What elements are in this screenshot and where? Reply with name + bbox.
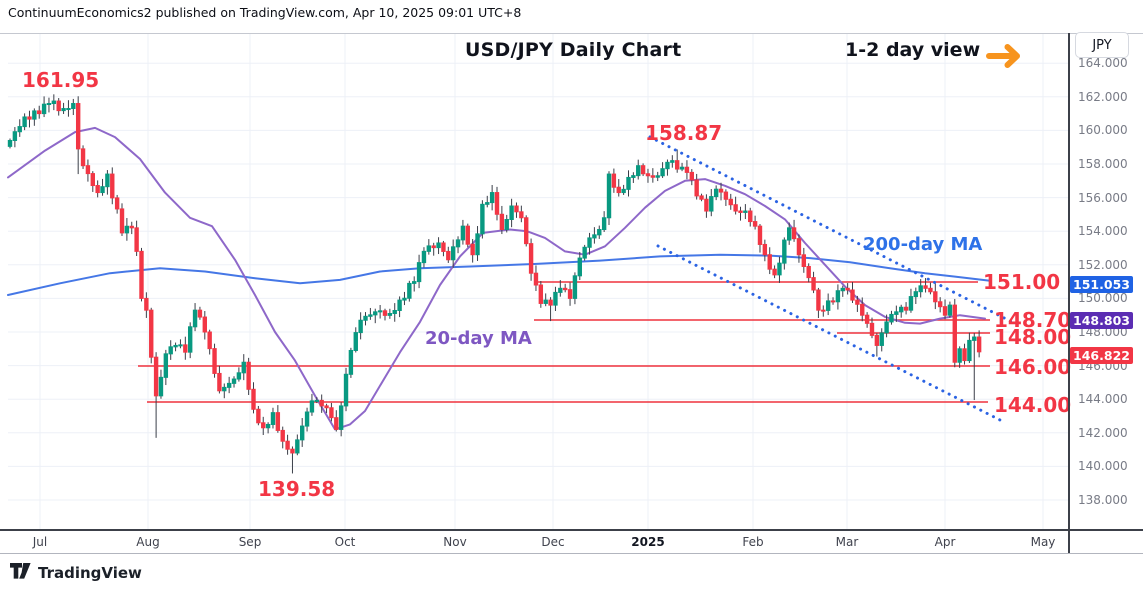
annotation-september-low: 139.58 [258, 477, 336, 501]
ma200-label: 200-day MA [863, 234, 983, 255]
ma200-line [7, 253, 991, 296]
page-title: USD/JPY Daily Chart [465, 39, 682, 61]
time-tick-label: Oct [334, 535, 356, 549]
price-tick-label: 144.000 [1078, 392, 1128, 407]
gridlines [8, 33, 1068, 529]
time-axis-border [0, 529, 1143, 531]
level-label: 151.00 [983, 270, 1061, 294]
candlestick-series [7, 94, 982, 474]
support-resistance-lines [138, 281, 990, 403]
attribution-text: ContinuumEconomics2 published on Trading… [8, 5, 522, 20]
time-tick-label: Apr [934, 535, 956, 549]
downtrend-channel-lines [648, 135, 1014, 422]
price-tick-label: 142.000 [1078, 425, 1128, 440]
price-tick-label: 154.000 [1078, 224, 1128, 239]
symbol-badge[interactable]: JPY [1075, 32, 1129, 58]
view-horizon-label: 1-2 day view [845, 39, 981, 61]
last-value-marker: 151.053 [1070, 276, 1133, 293]
chart-top-border [0, 33, 1143, 34]
tradingview-logo[interactable]: TradingView [10, 563, 142, 582]
time-tick-label: Aug [136, 535, 160, 549]
annotation-january-high: 158.87 [645, 121, 723, 145]
last-value-marker: 146.822 [1070, 347, 1133, 364]
tradingview-logo-text: TradingView [38, 563, 142, 582]
chart-bottom-border [0, 553, 1143, 554]
level-label: 146.00 [994, 355, 1072, 379]
tradingview-logo-icon [10, 563, 31, 579]
annotation-july-high: 161.95 [22, 68, 100, 92]
time-tick-label: 2025 [631, 535, 665, 549]
time-tick-label: May [1030, 535, 1056, 549]
arrow-right-icon [986, 44, 1024, 68]
price-axis-border [1068, 33, 1070, 554]
time-tick-label: Dec [541, 535, 565, 549]
ma20-label: 20-day MA [425, 328, 532, 349]
price-tick-label: 150.000 [1078, 291, 1128, 306]
time-tick-label: Jul [32, 535, 48, 549]
time-tick-label: Sep [238, 535, 262, 549]
price-tick-label: 162.000 [1078, 89, 1128, 104]
time-tick-label: Mar [835, 535, 859, 549]
price-tick-label: 152.000 [1078, 257, 1128, 272]
price-tick-label: 138.000 [1078, 493, 1128, 507]
level-label: 148.00 [994, 325, 1072, 349]
price-tick-label: 164.000 [1078, 56, 1128, 71]
price-tick-label: 156.000 [1078, 190, 1128, 205]
level-label: 148.70 [994, 308, 1072, 332]
level-label: 144.00 [994, 393, 1072, 417]
time-tick-label: Nov [443, 535, 467, 549]
price-tick-label: 140.000 [1078, 459, 1128, 474]
ma20-line [7, 126, 986, 431]
last-value-marker: 148.803 [1070, 312, 1133, 329]
price-tick-label: 160.000 [1078, 123, 1128, 138]
time-tick-label: Feb [742, 535, 764, 549]
price-tick-label: 158.000 [1078, 157, 1128, 171]
